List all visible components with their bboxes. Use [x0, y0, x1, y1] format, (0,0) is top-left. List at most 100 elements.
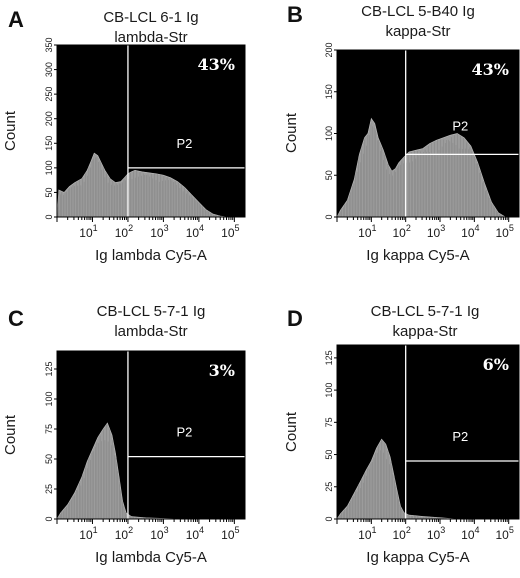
y-tick-label: 150: [324, 84, 334, 99]
x-tick-label: 105: [221, 223, 239, 240]
gate-percentage: 43%: [472, 60, 509, 79]
y-tick-label: 50: [44, 454, 54, 464]
x-tick-label: 104: [186, 525, 204, 542]
y-tick-label: 150: [44, 136, 54, 151]
plot-border: [56, 44, 246, 218]
x-tick-base: 10: [79, 528, 93, 542]
gate-label: P2: [452, 429, 468, 444]
x-tick-exponent: 4: [199, 223, 204, 233]
x-tick-label: 105: [496, 223, 514, 240]
x-tick-exponent: 3: [440, 525, 445, 535]
x-tick-base: 10: [427, 528, 441, 542]
x-tick-exponent: 1: [372, 223, 377, 233]
y-tick-label: 125: [324, 350, 334, 365]
x-tick-base: 10: [496, 226, 510, 240]
x-tick-base: 10: [392, 226, 406, 240]
panel-letter: D: [287, 306, 303, 331]
x-tick-exponent: 5: [509, 525, 514, 535]
y-tick-label: 50: [44, 187, 54, 197]
x-tick-base: 10: [79, 226, 93, 240]
x-tick-exponent: 1: [93, 525, 98, 535]
y-tick-label: 50: [324, 450, 334, 460]
x-axis-label: Ig kappa Cy5-A: [366, 247, 469, 264]
y-tick-label: 100: [324, 383, 334, 398]
plot-border: [336, 344, 520, 520]
panel-a: A CB-LCL 6-1 Ig lambda-Str P2 43% 0 50 100 150 20…: [2, 7, 246, 264]
chart-title-line1: CB-LCL 5-7-1 Ig: [97, 303, 206, 320]
y-tick-label: 0: [324, 214, 334, 219]
x-tick-label: 104: [461, 525, 479, 542]
x-tick-base: 10: [150, 528, 164, 542]
x-tick-base: 10: [186, 226, 200, 240]
panel-b: B CB-LCL 5-B40 Ig kappa-Str P2 43% 0 50 100 150 2…: [283, 2, 520, 264]
x-tick-label: 101: [358, 223, 376, 240]
y-tick-label: 200: [44, 111, 54, 126]
x-tick-label: 105: [221, 525, 239, 542]
y-tick-label: 0: [44, 516, 54, 521]
x-tick-base: 10: [496, 528, 510, 542]
x-tick-label: 101: [79, 525, 97, 542]
histogram-bins: [338, 123, 505, 217]
x-axis-label: Ig lambda Cy5-A: [95, 549, 207, 566]
x-tick-exponent: 4: [199, 525, 204, 535]
y-tick-label: 100: [324, 126, 334, 141]
gate-label: P2: [177, 425, 193, 440]
x-tick-base: 10: [115, 528, 129, 542]
x-tick-base: 10: [461, 528, 475, 542]
x-tick-label: 104: [186, 223, 204, 240]
y-axis-label: Count: [283, 112, 300, 153]
y-axis-label: Count: [283, 411, 300, 452]
y-tick-label: 200: [324, 42, 334, 57]
x-tick-label: 104: [461, 223, 479, 240]
y-tick-label: 0: [44, 214, 54, 219]
x-tick-label: 101: [358, 525, 376, 542]
x-tick-base: 10: [186, 528, 200, 542]
histogram-bins: [338, 439, 457, 519]
x-tick-exponent: 3: [164, 525, 169, 535]
x-tick-base: 10: [358, 528, 372, 542]
x-tick-label: 102: [115, 525, 133, 542]
x-tick-base: 10: [150, 226, 164, 240]
x-tick-base: 10: [427, 226, 441, 240]
x-tick-exponent: 3: [440, 223, 445, 233]
y-tick-label: 100: [44, 160, 54, 175]
y-tick-label: 300: [44, 62, 54, 77]
x-tick-exponent: 5: [235, 223, 240, 233]
x-tick-label: 103: [427, 525, 445, 542]
x-tick-base: 10: [358, 226, 372, 240]
x-tick-exponent: 2: [406, 223, 411, 233]
x-tick-label: 103: [150, 525, 168, 542]
panel-c: C CB-LCL 5-7-1 Iglambda-StrP23%0255075100…: [2, 303, 246, 566]
x-tick-label: 103: [150, 223, 168, 240]
x-tick-base: 10: [115, 226, 129, 240]
x-tick-label: 101: [79, 223, 97, 240]
y-tick-label: 100: [44, 391, 54, 406]
x-tick-exponent: 4: [475, 525, 480, 535]
chart-title-line2: lambda-Str: [114, 323, 187, 340]
chart-title-line1: CB-LCL 6-1 Ig: [103, 9, 198, 26]
y-tick-label: 75: [44, 424, 54, 434]
x-tick-exponent: 2: [128, 525, 133, 535]
x-tick-exponent: 3: [164, 223, 169, 233]
x-tick-label: 102: [392, 223, 410, 240]
y-tick-label: 250: [44, 87, 54, 102]
x-tick-base: 10: [461, 226, 475, 240]
chart-title-line2: kappa-Str: [392, 323, 457, 340]
y-tick-label: 0: [324, 516, 334, 521]
histogram-bins: [58, 157, 227, 217]
y-axis-label: Count: [2, 110, 19, 151]
gate-percentage: 3%: [209, 361, 235, 380]
x-tick-exponent: 5: [235, 525, 240, 535]
gate-label: P2: [177, 136, 193, 151]
x-axis-label: Ig lambda Cy5-A: [95, 247, 207, 264]
chart-title-line1: CB-LCL 5-7-1 Ig: [371, 303, 480, 320]
x-tick-label: 103: [427, 223, 445, 240]
x-axis-label: Ig kappa Cy5-A: [366, 549, 469, 566]
x-tick-exponent: 4: [475, 223, 480, 233]
panel-letter: C: [8, 306, 24, 331]
x-tick-label: 105: [496, 525, 514, 542]
x-tick-exponent: 1: [372, 525, 377, 535]
panel-letter: B: [287, 2, 303, 27]
x-tick-label: 102: [392, 525, 410, 542]
